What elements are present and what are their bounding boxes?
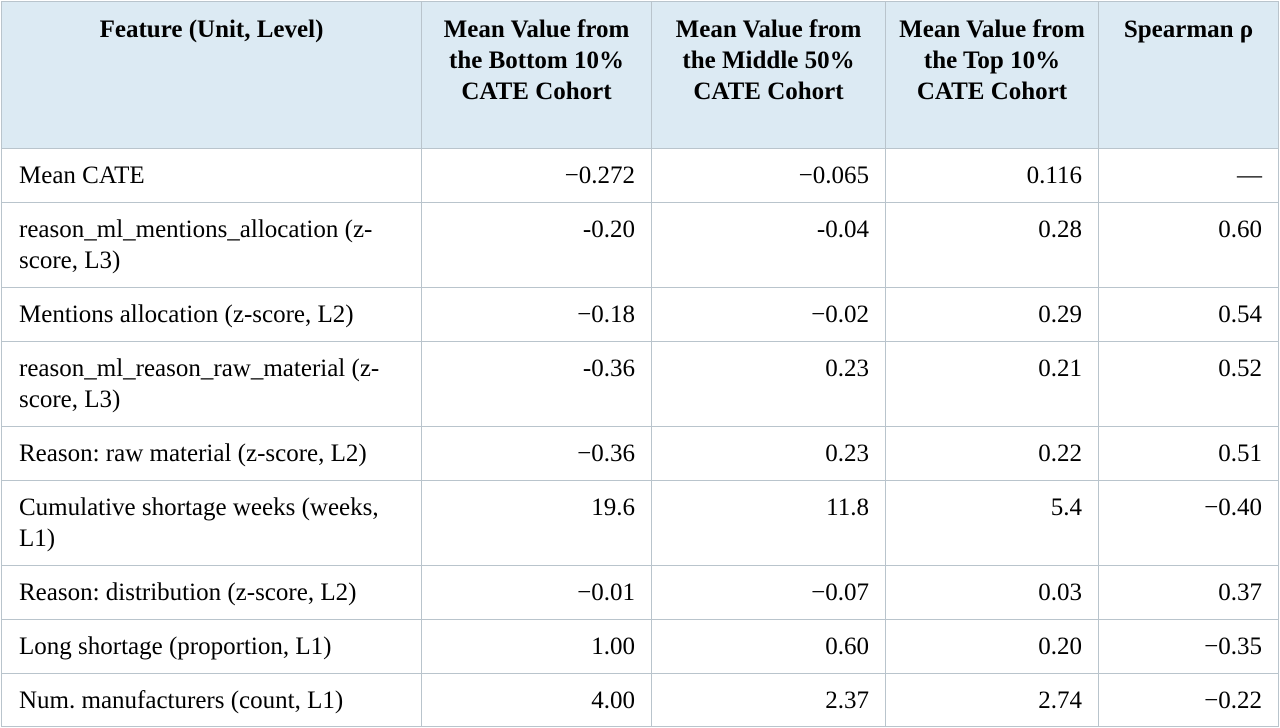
- top-value-cell: 0.21: [885, 341, 1099, 427]
- middle-value-cell: 0.23: [651, 341, 886, 427]
- table-row: Long shortage (proportion, L1) 1.00 0.60…: [1, 619, 1279, 674]
- spearman-cell: 0.60: [1098, 202, 1279, 288]
- top-value-cell: 0.20: [885, 619, 1099, 674]
- bottom-value-cell: -0.36: [421, 341, 652, 427]
- table-row: reason_ml_mentions_allocation (z-score, …: [1, 202, 1279, 288]
- feature-cell: Mean CATE: [1, 148, 422, 203]
- top-value-cell: 0.116: [885, 148, 1099, 203]
- bottom-value-cell: 4.00: [421, 673, 652, 727]
- top-value-cell: 2.74: [885, 673, 1099, 727]
- spearman-cell: 0.51: [1098, 426, 1279, 481]
- table-row: reason_ml_reason_raw_material (z-score, …: [1, 341, 1279, 427]
- feature-cell: Mentions allocation (z-score, L2): [1, 287, 422, 342]
- feature-cell: Reason: raw material (z-score, L2): [1, 426, 422, 481]
- spearman-cell: 0.54: [1098, 287, 1279, 342]
- middle-value-cell: 11.8: [651, 480, 886, 566]
- feature-cell: Long shortage (proportion, L1): [1, 619, 422, 674]
- middle-value-cell: 0.23: [651, 426, 886, 481]
- middle-value-cell: −0.07: [651, 565, 886, 620]
- header-feature: Feature (Unit, Level): [1, 1, 422, 149]
- table-row: Cumulative shortage weeks (weeks, L1) 19…: [1, 480, 1279, 566]
- bottom-value-cell: -0.20: [421, 202, 652, 288]
- top-value-cell: 0.22: [885, 426, 1099, 481]
- header-middle-cohort: Mean Value from the Middle 50% CATE Coho…: [651, 1, 886, 149]
- spearman-cell: 0.37: [1098, 565, 1279, 620]
- bottom-value-cell: −0.272: [421, 148, 652, 203]
- spearman-cell: —: [1098, 148, 1279, 203]
- middle-value-cell: -0.04: [651, 202, 886, 288]
- feature-cell: Cumulative shortage weeks (weeks, L1): [1, 480, 422, 566]
- feature-cell: Num. manufacturers (count, L1): [1, 673, 422, 727]
- top-value-cell: 0.29: [885, 287, 1099, 342]
- spearman-cell: −0.35: [1098, 619, 1279, 674]
- header-row: Feature (Unit, Level) Mean Value from th…: [1, 1, 1279, 149]
- spearman-cell: −0.22: [1098, 673, 1279, 727]
- middle-value-cell: −0.065: [651, 148, 886, 203]
- table-body: Mean CATE −0.272 −0.065 0.116 — reason_m…: [1, 148, 1279, 727]
- table-header: Feature (Unit, Level) Mean Value from th…: [1, 1, 1279, 149]
- header-top-cohort: Mean Value from the Top 10% CATE Cohort: [885, 1, 1099, 149]
- top-value-cell: 0.03: [885, 565, 1099, 620]
- feature-cell: reason_ml_mentions_allocation (z-score, …: [1, 202, 422, 288]
- spearman-cell: −0.40: [1098, 480, 1279, 566]
- feature-cell: Reason: distribution (z-score, L2): [1, 565, 422, 620]
- bottom-value-cell: −0.01: [421, 565, 652, 620]
- header-spearman: Spearman ρ: [1098, 1, 1279, 149]
- middle-value-cell: 0.60: [651, 619, 886, 674]
- spearman-cell: 0.52: [1098, 341, 1279, 427]
- bottom-value-cell: 19.6: [421, 480, 652, 566]
- table-row: Mean CATE −0.272 −0.065 0.116 —: [1, 148, 1279, 203]
- table-row: Reason: distribution (z-score, L2) −0.01…: [1, 565, 1279, 620]
- table-row: Mentions allocation (z-score, L2) −0.18 …: [1, 287, 1279, 342]
- middle-value-cell: −0.02: [651, 287, 886, 342]
- table-row: Reason: raw material (z-score, L2) −0.36…: [1, 426, 1279, 481]
- bottom-value-cell: 1.00: [421, 619, 652, 674]
- table-row: Num. manufacturers (count, L1) 4.00 2.37…: [1, 673, 1279, 727]
- feature-cell: reason_ml_reason_raw_material (z-score, …: [1, 341, 422, 427]
- bottom-value-cell: −0.18: [421, 287, 652, 342]
- bottom-value-cell: −0.36: [421, 426, 652, 481]
- header-bottom-cohort: Mean Value from the Bottom 10% CATE Coho…: [421, 1, 652, 149]
- top-value-cell: 0.28: [885, 202, 1099, 288]
- top-value-cell: 5.4: [885, 480, 1099, 566]
- middle-value-cell: 2.37: [651, 673, 886, 727]
